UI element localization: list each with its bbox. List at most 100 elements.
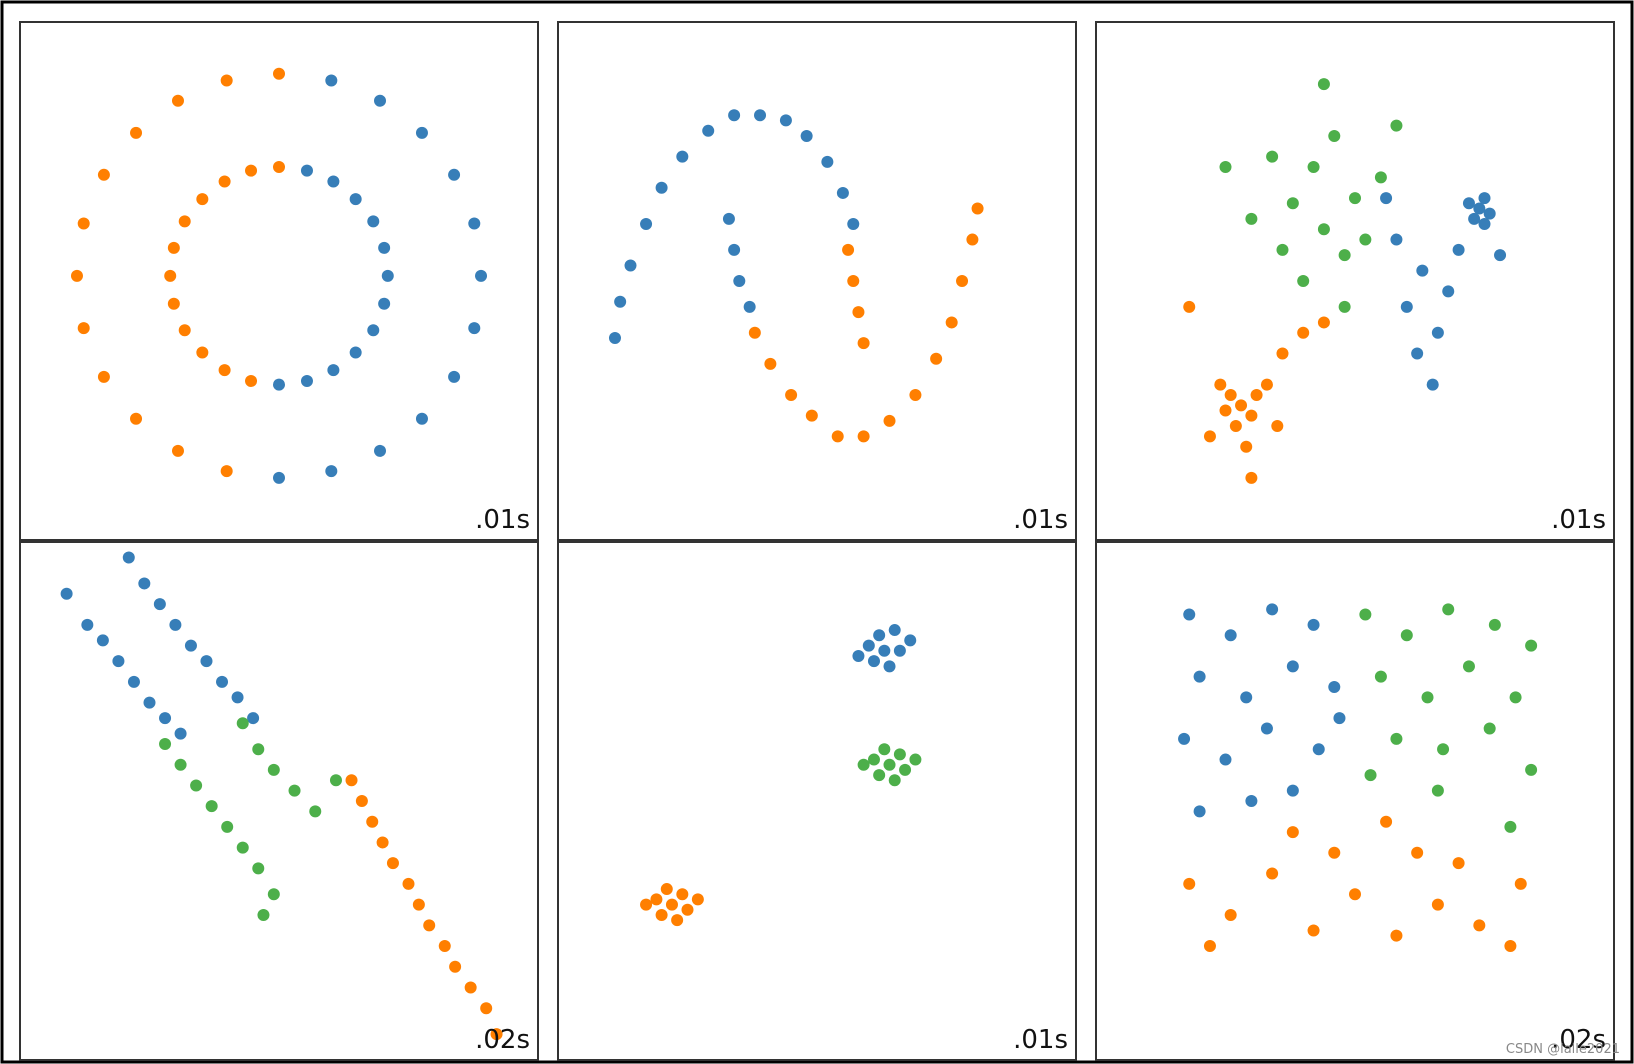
point [1178,732,1191,745]
point [1442,285,1455,298]
point [167,241,180,254]
point [1431,898,1444,911]
point [1349,888,1361,901]
point [1266,867,1279,880]
point [1468,212,1481,225]
point [748,326,761,339]
scatter-panel: .02s [19,541,539,1061]
point [1245,795,1258,807]
point [112,655,125,668]
point [1411,347,1424,360]
point [374,94,387,107]
point [1338,249,1351,262]
point [174,727,187,740]
point [327,364,340,377]
point [1411,846,1424,859]
timing-label: .01s [1013,505,1068,535]
point [327,175,340,188]
point [138,577,151,590]
point [1494,249,1507,262]
point [178,324,191,337]
point [97,370,110,383]
point [415,126,428,139]
point [1297,275,1310,287]
point [857,758,870,771]
point [171,94,184,107]
point [1442,603,1455,616]
point [857,337,870,350]
point [325,465,338,478]
point [1250,388,1263,401]
point [475,269,488,282]
point [971,202,984,215]
point [1266,150,1279,163]
point [1214,378,1227,391]
point [221,820,234,833]
point [130,412,143,425]
point [728,243,741,256]
point [655,181,668,194]
point [1286,660,1299,673]
point [1374,670,1387,683]
point [1390,732,1403,745]
point [1431,784,1444,797]
point [1504,940,1517,953]
point [1312,743,1325,756]
scatter-panel: .01s [557,21,1077,541]
point [267,763,280,776]
point [1400,629,1413,642]
point [70,269,83,282]
point [218,175,231,188]
point [257,908,270,921]
point [1328,681,1341,694]
point [867,753,880,766]
point [349,193,362,206]
point [650,893,663,906]
point [218,364,231,377]
point [376,836,389,849]
point [842,243,855,256]
point [247,712,260,725]
point [691,893,704,906]
point [1224,629,1237,642]
point [1203,430,1216,443]
point [367,324,380,337]
point [1183,300,1196,313]
point [468,322,481,335]
scatter-panel: .01s [557,541,1077,1061]
point [1193,670,1206,683]
point [267,888,280,901]
point [1271,420,1284,433]
point [196,193,209,206]
point [1219,753,1232,766]
point [130,126,143,139]
point [800,129,813,142]
point [1473,202,1486,215]
point [1183,877,1196,890]
point [231,691,244,704]
point [171,444,184,457]
point [893,644,906,657]
point [909,388,922,401]
point [728,109,741,122]
point [857,430,870,443]
point [81,618,94,631]
point [893,748,906,761]
point [1473,919,1486,932]
point [1426,378,1439,391]
point [1509,691,1522,704]
point [1349,192,1361,205]
point [1338,300,1351,313]
point [1307,618,1320,631]
credit: CSDN @lalle2021 [1506,1042,1620,1057]
point [676,888,689,901]
point [153,598,166,611]
point [273,67,285,80]
scatter-panel: .01s [1095,21,1615,541]
point [624,259,637,272]
point [1317,223,1330,236]
point [245,374,258,387]
point [184,639,197,652]
point [785,388,798,401]
